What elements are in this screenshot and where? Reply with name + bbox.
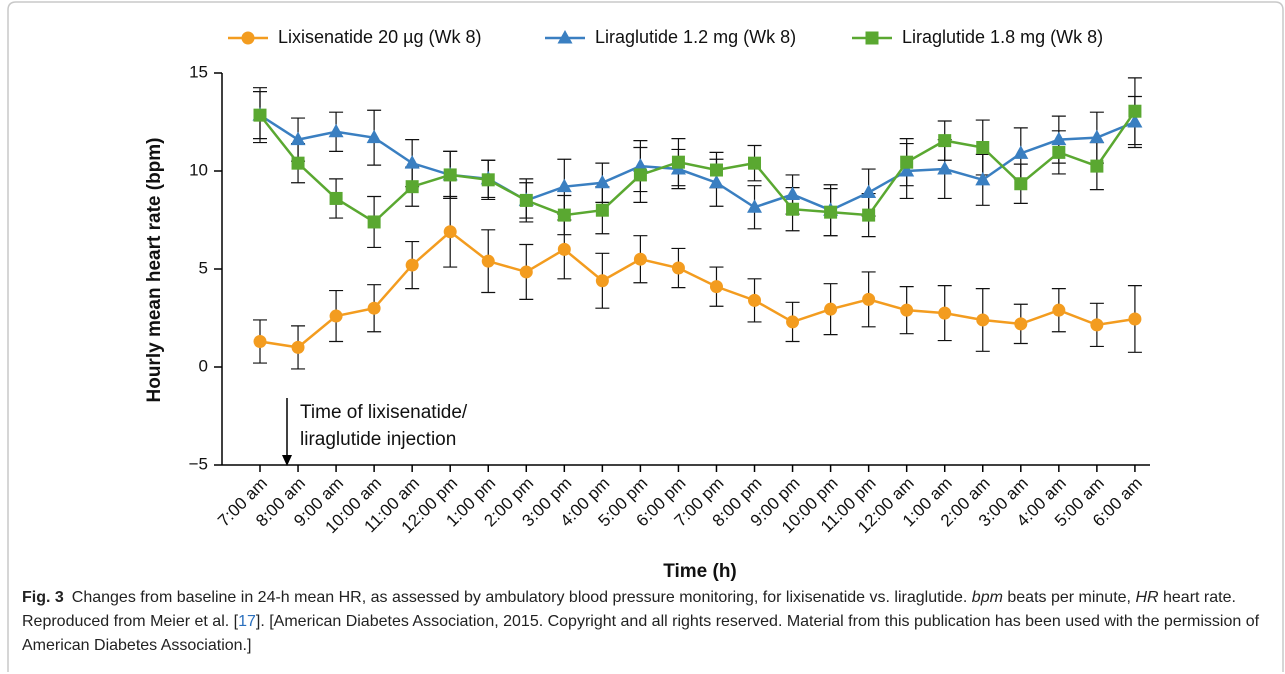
y-tick-label: −5 xyxy=(189,454,208,473)
point xyxy=(748,156,762,170)
point xyxy=(329,309,343,323)
y-tick-label: 0 xyxy=(199,356,208,375)
point xyxy=(291,340,305,354)
point xyxy=(1052,145,1066,159)
point xyxy=(786,202,800,216)
x-axis-title: Time (h) xyxy=(663,561,737,582)
caption-term: HR xyxy=(1135,589,1159,606)
point xyxy=(938,134,952,148)
point xyxy=(1051,131,1067,146)
point xyxy=(900,155,914,169)
annotation: liraglutide injection xyxy=(300,429,456,450)
point xyxy=(976,313,990,327)
point xyxy=(1128,312,1142,326)
point xyxy=(976,140,990,154)
legend-label: Lixisenatide 20 µg (Wk 8) xyxy=(278,27,481,47)
point xyxy=(290,131,306,146)
point xyxy=(367,215,381,229)
y-axis-title: Hourly mean heart rate (bpm) xyxy=(144,138,165,403)
legend-label: Liraglutide 1.2 mg (Wk 8) xyxy=(595,27,796,47)
caption-text: ]. [American Diabetes Association, 2015.… xyxy=(22,613,1260,654)
point xyxy=(1128,104,1142,118)
point xyxy=(291,156,305,170)
y-tick-label: 15 xyxy=(189,62,208,81)
point xyxy=(557,242,571,256)
point xyxy=(557,208,571,222)
point xyxy=(862,208,876,222)
point xyxy=(404,155,420,169)
point xyxy=(1014,317,1028,331)
point xyxy=(671,155,685,169)
point xyxy=(556,178,572,193)
point xyxy=(748,293,762,307)
series-line xyxy=(259,114,1136,212)
point xyxy=(481,254,495,268)
point xyxy=(253,108,267,122)
legend-marker xyxy=(865,31,879,45)
point xyxy=(786,315,800,329)
point xyxy=(253,335,267,349)
point xyxy=(405,258,419,272)
caption-label: Fig. 3 xyxy=(22,589,64,606)
annotation: Time of lixisenatide/ xyxy=(300,402,468,423)
point xyxy=(709,280,723,294)
frame xyxy=(7,1,1284,672)
point xyxy=(481,173,495,187)
point xyxy=(900,303,914,317)
point xyxy=(519,193,533,207)
point xyxy=(594,174,610,189)
series-line xyxy=(259,230,1136,349)
point xyxy=(975,171,991,186)
point xyxy=(367,301,381,315)
point xyxy=(633,168,647,182)
annotation-arrowhead xyxy=(282,455,292,466)
caption-text: Changes from baseline in 24-h mean HR, a… xyxy=(71,589,972,606)
legend-marker xyxy=(241,31,255,45)
point xyxy=(1089,129,1105,144)
point xyxy=(824,302,838,316)
reference-link[interactable]: 17 xyxy=(238,613,256,630)
y-tick-label: 5 xyxy=(199,258,208,277)
caption: Fig. 3 Changes from baseline in 24-h mean… xyxy=(22,586,1267,658)
point xyxy=(937,161,953,175)
y-tick-label: 10 xyxy=(189,160,208,179)
point xyxy=(1014,177,1028,191)
point xyxy=(862,292,876,306)
point xyxy=(709,163,723,177)
caption-text: heart rate. Reproduced from Meier et al.… xyxy=(22,589,1236,630)
point xyxy=(785,186,801,201)
point xyxy=(595,203,609,217)
point xyxy=(405,180,419,194)
point xyxy=(519,265,533,279)
point xyxy=(328,123,344,138)
caption-text: beats per minute, xyxy=(1002,589,1136,606)
caption-term: bpm xyxy=(971,589,1003,606)
point xyxy=(708,174,724,189)
point xyxy=(747,199,763,213)
point xyxy=(366,129,382,144)
point xyxy=(595,274,609,288)
point xyxy=(633,252,647,266)
point xyxy=(938,306,952,320)
point xyxy=(861,184,877,199)
legend-marker xyxy=(557,30,573,44)
point xyxy=(824,205,838,219)
point xyxy=(671,261,685,275)
point xyxy=(329,191,343,205)
legend-label: Liraglutide 1.8 mg (Wk 8) xyxy=(902,27,1103,47)
point xyxy=(1052,303,1066,317)
point xyxy=(1090,318,1104,332)
point xyxy=(443,168,457,182)
point xyxy=(899,163,915,177)
point xyxy=(443,225,457,239)
series-line xyxy=(259,110,1136,224)
point xyxy=(1090,159,1104,173)
point xyxy=(632,158,648,172)
point xyxy=(1013,145,1029,159)
point xyxy=(1127,114,1143,128)
